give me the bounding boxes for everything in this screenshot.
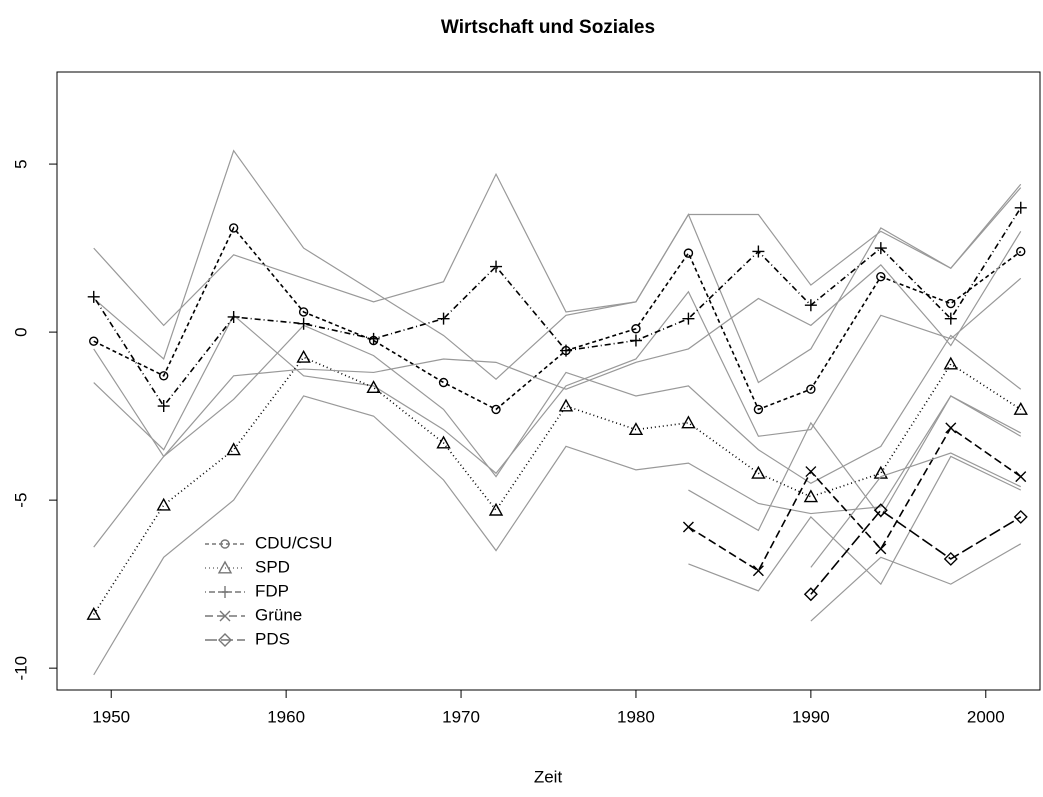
point xyxy=(89,336,99,346)
point xyxy=(367,332,380,345)
point xyxy=(157,400,170,413)
point xyxy=(438,377,449,388)
legend-marker xyxy=(218,633,232,647)
point xyxy=(682,521,694,533)
point xyxy=(1013,401,1028,415)
legend-marker xyxy=(219,586,231,598)
chart-title: Wirtschaft und Soziales xyxy=(441,17,655,38)
point xyxy=(491,404,501,415)
point xyxy=(803,587,818,602)
confidence-band xyxy=(688,395,1022,532)
legend-label: Grüne xyxy=(255,605,302,624)
x-tick-label: 1960 xyxy=(267,707,305,726)
confidence-band xyxy=(93,172,1022,327)
plot-frame xyxy=(56,71,1041,691)
x-tick-label: 2000 xyxy=(967,707,1005,726)
point xyxy=(156,497,171,511)
point xyxy=(87,290,100,303)
point xyxy=(803,489,819,503)
point xyxy=(752,565,764,577)
point xyxy=(804,299,817,312)
point xyxy=(681,415,696,429)
point xyxy=(806,384,816,394)
point xyxy=(751,465,766,479)
point xyxy=(86,606,101,620)
point xyxy=(876,271,886,282)
point xyxy=(805,466,817,478)
x-tick-label: 1990 xyxy=(792,707,830,726)
point xyxy=(753,404,764,415)
series-line xyxy=(688,426,1022,572)
legend-label: PDS xyxy=(255,629,290,648)
point xyxy=(631,324,641,334)
point xyxy=(946,298,956,309)
point xyxy=(1014,201,1027,214)
point xyxy=(943,551,958,566)
x-tick-label: 1950 xyxy=(92,707,130,726)
point xyxy=(943,356,958,370)
point xyxy=(436,435,451,449)
confidence-band xyxy=(93,277,1022,475)
confidence-band xyxy=(93,395,1022,676)
point xyxy=(296,349,311,363)
point xyxy=(298,307,309,317)
point xyxy=(437,312,450,325)
confidence-band xyxy=(688,455,1022,592)
legend-marker xyxy=(220,539,230,549)
legend-label: CDU/CSU xyxy=(255,533,332,552)
point xyxy=(873,465,889,479)
point xyxy=(944,312,957,325)
point xyxy=(752,245,765,258)
point xyxy=(1016,246,1026,257)
x-tick-label: 1970 xyxy=(442,707,480,726)
legend-marker xyxy=(219,610,231,622)
point xyxy=(366,380,381,394)
y-tick-label: 5 xyxy=(11,159,30,168)
point xyxy=(683,248,694,258)
point xyxy=(227,310,240,323)
confidence-band xyxy=(93,149,1022,384)
x-axis-label: Zeit xyxy=(534,767,563,786)
series-line xyxy=(93,207,1022,408)
confidence-band xyxy=(810,452,1022,568)
point xyxy=(873,503,888,518)
point xyxy=(629,334,642,347)
legend-label: SPD xyxy=(255,557,290,576)
point xyxy=(228,223,239,233)
point xyxy=(874,242,887,255)
point xyxy=(226,442,241,456)
y-tick-label: -10 xyxy=(11,656,30,681)
confidence-band xyxy=(93,230,1022,458)
point xyxy=(490,260,503,273)
point xyxy=(682,312,695,325)
x-tick-label: 1980 xyxy=(617,707,655,726)
point xyxy=(558,398,574,412)
point xyxy=(628,422,644,436)
series-line xyxy=(810,509,1022,595)
legend-marker xyxy=(217,560,233,574)
confidence-band xyxy=(810,543,1022,622)
point xyxy=(488,502,504,516)
y-tick-label: -5 xyxy=(11,493,30,508)
point xyxy=(1015,471,1027,483)
confidence-band xyxy=(93,324,1022,548)
legend-label: FDP xyxy=(255,581,289,600)
y-tick-label: 0 xyxy=(11,327,30,336)
point xyxy=(158,371,169,381)
point xyxy=(297,317,310,330)
point xyxy=(945,422,957,434)
point xyxy=(1013,509,1028,524)
point xyxy=(875,543,887,555)
point xyxy=(559,344,572,357)
